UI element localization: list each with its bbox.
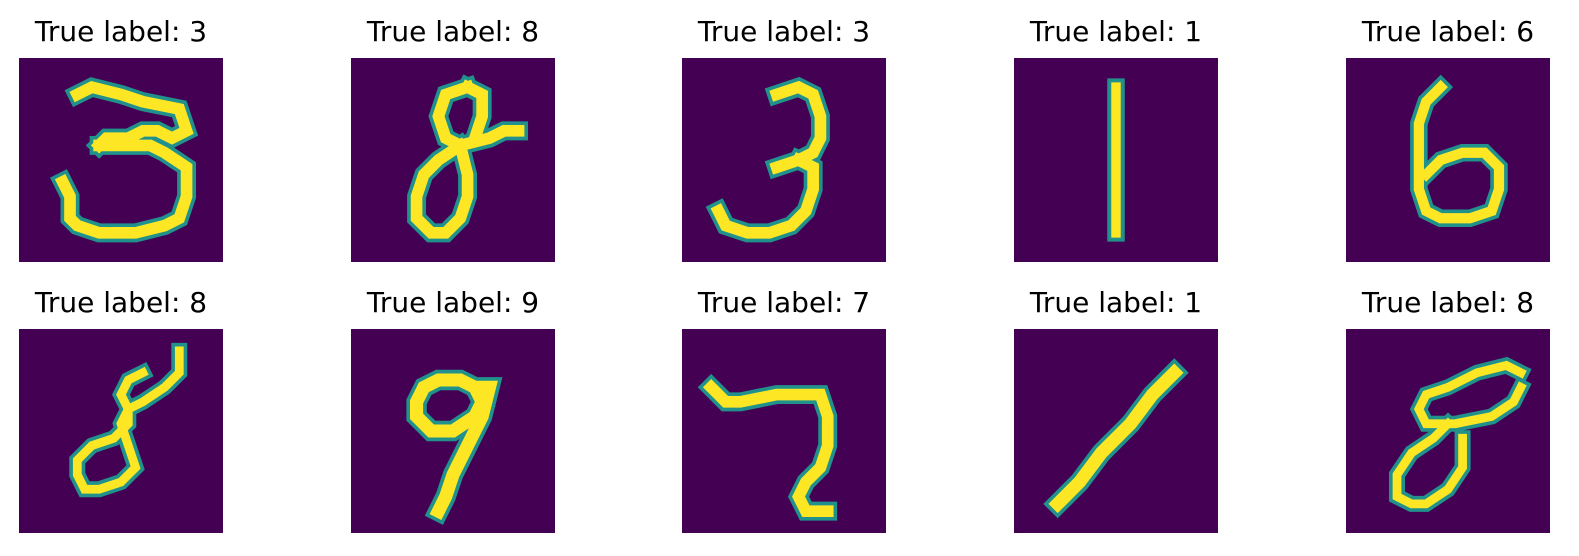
panel-title: True label: 3 [34, 15, 208, 48]
panel-title: True label: 1 [1029, 286, 1203, 319]
digit-image [1014, 329, 1218, 533]
digit-image [1346, 58, 1550, 262]
panel-title: True label: 8 [366, 15, 540, 48]
panel-title: True label: 7 [697, 286, 871, 319]
digit-8-image [69, 342, 188, 498]
digit-image [682, 58, 886, 262]
digit-1-image [1107, 78, 1125, 242]
digit-1-image [1043, 358, 1189, 519]
panel-title: True label: 8 [1361, 286, 1535, 319]
digit-3-image [50, 77, 199, 243]
panel-title: True label: 3 [697, 15, 871, 48]
digit-8-image [407, 74, 529, 243]
panel-title: True label: 6 [1361, 15, 1535, 48]
panel-title: True label: 1 [1029, 15, 1203, 48]
digit-image [682, 329, 886, 533]
digit-8-image [1388, 356, 1532, 512]
digit-3-image [705, 76, 830, 243]
digit-image [1014, 58, 1218, 262]
panel-title: True label: 9 [366, 286, 540, 319]
panel-title: True label: 8 [34, 286, 208, 319]
digit-image [19, 58, 223, 262]
digit-image [19, 329, 223, 533]
digit-image [351, 329, 555, 533]
digit-6-image [1410, 74, 1508, 228]
digit-7-image [697, 373, 838, 521]
digit-image [1346, 329, 1550, 533]
digit-9-image [406, 369, 503, 525]
digit-image [351, 58, 555, 262]
